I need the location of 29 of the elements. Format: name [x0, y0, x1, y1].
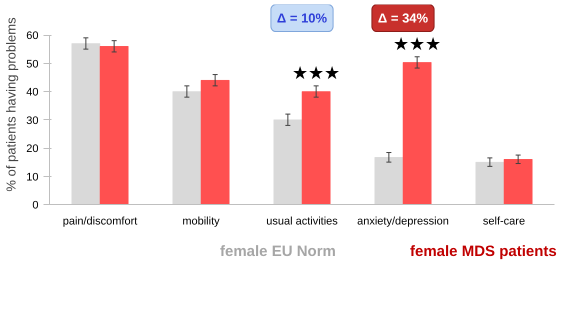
y-tick-label: 20 — [26, 143, 39, 156]
x-tick-label: self-care — [482, 216, 526, 228]
y-tick-label: 40 — [26, 86, 39, 99]
text: female EU Norm — [220, 243, 336, 260]
bar — [402, 62, 432, 204]
x-tick-label: mobility — [182, 216, 220, 228]
bar — [504, 159, 533, 204]
y-tick-label: 50 — [26, 58, 39, 70]
bar — [200, 80, 230, 204]
bar — [100, 46, 129, 204]
annotation: ★★★ — [393, 34, 442, 54]
y-axis-title: % of patients having problems — [3, 16, 18, 192]
y-tick-label: 60 — [26, 30, 39, 42]
bar — [273, 120, 302, 204]
text: female MDS patients — [410, 243, 557, 260]
y-tick-label: 0 — [32, 200, 39, 212]
x-tick-label: pain/discomfort — [62, 216, 138, 228]
text: Δ = 34% — [378, 10, 429, 26]
y-tick-label: 10 — [26, 171, 39, 184]
bar — [71, 43, 100, 204]
text: Δ = 10% — [276, 10, 328, 26]
bar — [374, 157, 404, 204]
annotation: ★★★ — [292, 63, 340, 84]
x-tick-label: anxiety/depression — [357, 216, 449, 228]
x-tick-label: usual activities — [266, 216, 338, 228]
y-tick-label: 30 — [26, 114, 39, 127]
bar — [475, 162, 504, 204]
bar — [302, 91, 331, 204]
bar — [172, 91, 202, 204]
